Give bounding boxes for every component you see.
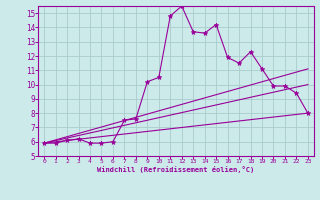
X-axis label: Windchill (Refroidissement éolien,°C): Windchill (Refroidissement éolien,°C) bbox=[97, 166, 255, 173]
